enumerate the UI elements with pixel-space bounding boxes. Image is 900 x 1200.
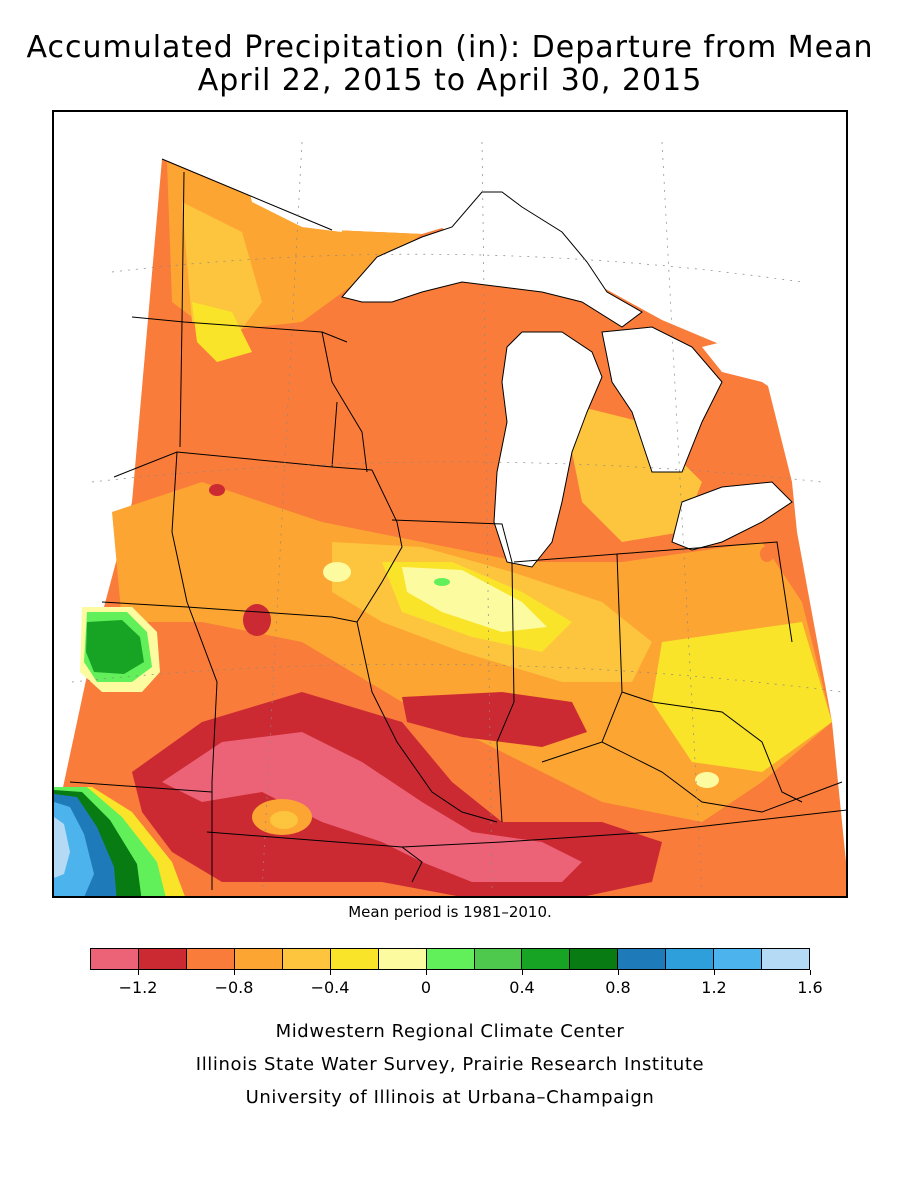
colorbar-swatch	[138, 949, 187, 969]
colorbar-swatch	[762, 949, 810, 969]
colorbar-tick	[138, 970, 139, 975]
precipitation-map	[52, 110, 848, 898]
colorbar-tick-label: 1.6	[797, 978, 823, 997]
lake-erie	[671, 481, 793, 551]
colorbar-tick-label: 0.4	[509, 978, 535, 997]
colorbar-swatch	[186, 949, 235, 969]
colorbar-swatch	[474, 949, 523, 969]
colorbar-swatch	[378, 949, 427, 969]
credit-line-1: Midwestern Regional Climate Center	[275, 1021, 625, 1042]
colorbar-swatch	[282, 949, 331, 969]
colorbar-swatch	[618, 949, 667, 969]
lake-michigan	[493, 331, 603, 568]
colorbar-tick-label: −0.4	[310, 978, 350, 997]
colorbar-tick	[234, 970, 235, 975]
colorbar-tick	[330, 970, 331, 975]
colorbar-swatch	[426, 949, 475, 969]
credit-line-2: Illinois State Water Survey, Prairie Res…	[195, 1054, 705, 1075]
colorbar-tick-label: −0.8	[214, 978, 254, 997]
colorbar-tick-label: 0.8	[605, 978, 631, 997]
colorbar-swatch	[522, 949, 571, 969]
colorbar-swatch	[330, 949, 379, 969]
colorbar-swatch	[570, 949, 619, 969]
lake-huron	[601, 326, 723, 473]
map-title: Accumulated Precipitation (in): Departur…	[26, 30, 874, 65]
colorbar-swatch	[91, 949, 139, 969]
colorbar-swatch	[234, 949, 283, 969]
colorbar-tick	[522, 970, 523, 975]
colorbar-tick-label: 1.2	[701, 978, 727, 997]
colorbar-tick	[714, 970, 715, 975]
lake-superior	[341, 191, 643, 328]
mean-period-note: Mean period is 1981–2010.	[348, 903, 552, 921]
colorbar-tick-label: 0	[420, 978, 432, 997]
colorbar-tick	[618, 970, 619, 975]
colorbar-swatch	[666, 949, 715, 969]
colorbar-tick-label: −1.2	[118, 978, 158, 997]
colorbar-swatch	[714, 949, 763, 969]
colorbar	[90, 948, 810, 970]
credit-line-3: University of Illinois at Urbana–Champai…	[245, 1087, 655, 1108]
colorbar-tick	[810, 970, 811, 975]
colorbar-ticks: −1.2 −0.8 −0.4 0 0.4 0.8 1.2 1.6	[90, 970, 823, 1000]
colorbar-tick	[426, 970, 427, 975]
map-date-range: April 22, 2015 to April 30, 2015	[197, 63, 703, 98]
